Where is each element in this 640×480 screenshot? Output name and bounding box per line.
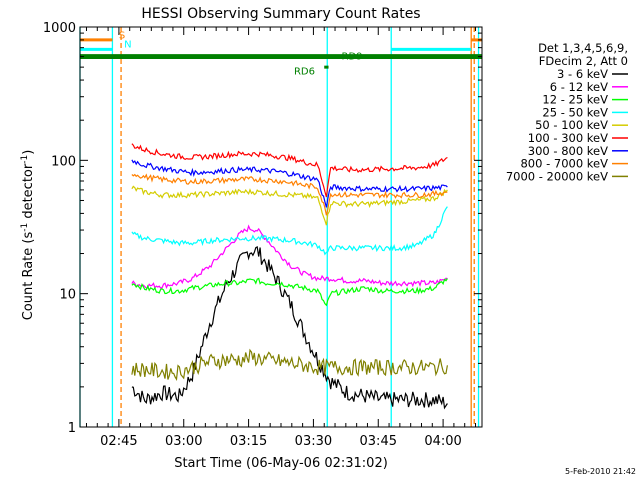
y-tick-label-0: 1 (68, 421, 76, 436)
flag-label-3: RD6 (294, 67, 315, 78)
legend-label-7: 800 - 7000 keV (520, 157, 608, 171)
series-line-2 (131, 277, 448, 307)
series-line-0 (131, 245, 448, 410)
y-axis-label-part1: Count Rate (s (21, 232, 36, 321)
x-tick-label-4: 03:45 (360, 434, 397, 449)
plot-area: SN RD9 RD6 (79, 27, 482, 427)
x-tick-label-2: 03:15 (230, 434, 267, 449)
legend-label-4: 50 - 100 keV (535, 118, 608, 132)
x-tick-label-0: 02:45 (100, 434, 137, 449)
legend-label-5: 100 - 300 keV (528, 131, 608, 145)
y-axis-label-part3: ) (21, 150, 36, 155)
y-axis-label-sup2: -1 (20, 155, 30, 164)
legend: Det 1,3,4,5,6,9, FDecim 2, Att 0 3 - 6 k… (506, 41, 628, 183)
legend-label-2: 12 - 25 keV (542, 93, 608, 107)
x-axis: 02:45 03:00 03:15 03:30 03:45 04:00 (85, 27, 477, 449)
legend-label-6: 300 - 800 keV (528, 144, 608, 158)
x-tick-label-3: 03:30 (295, 434, 332, 449)
legend-label-3: 25 - 50 keV (542, 105, 608, 119)
flag-label-1: N (124, 40, 131, 51)
legend-header-1: Det 1,3,4,5,6,9, (538, 41, 628, 55)
legend-label-0: 3 - 6 keV (557, 67, 608, 81)
series-line-6 (131, 159, 448, 208)
y-axis-label-part2: detector (21, 163, 36, 223)
series-line-7 (131, 173, 448, 216)
y-axis-label: Count Rate (s-1 detector-1) (20, 150, 36, 321)
legend-label-8: 7000 - 20000 keV (506, 169, 608, 183)
legend-header-2: FDecim 2, Att 0 (539, 54, 628, 68)
series-line-3 (131, 206, 448, 256)
y-tick-label-3: 1000 (43, 21, 76, 36)
y-tick-label-2: 100 (51, 154, 76, 169)
y-axis: 1 10 100 1000 (43, 21, 482, 436)
x-tick-label-5: 04:00 (424, 434, 461, 449)
x-tick-label-1: 03:00 (165, 434, 202, 449)
series-line-5 (131, 143, 448, 198)
series-line-4 (131, 185, 448, 226)
x-axis-label: Start Time (06-May-06 02:31:02) (174, 456, 388, 471)
footer-date: 5-Feb-2010 21:42 (565, 467, 636, 476)
legend-label-1: 6 - 12 keV (550, 80, 608, 94)
chart-title: HESSI Observing Summary Count Rates (141, 6, 420, 22)
plot-frame (79, 26, 483, 428)
series-line-1 (131, 224, 448, 290)
y-tick-label-1: 10 (59, 288, 76, 303)
series-line-8 (131, 348, 448, 381)
y-axis-label-sup1: -1 (20, 223, 30, 232)
flag-label-0: S (119, 30, 125, 41)
flag-label-2: RD9 (342, 52, 363, 63)
